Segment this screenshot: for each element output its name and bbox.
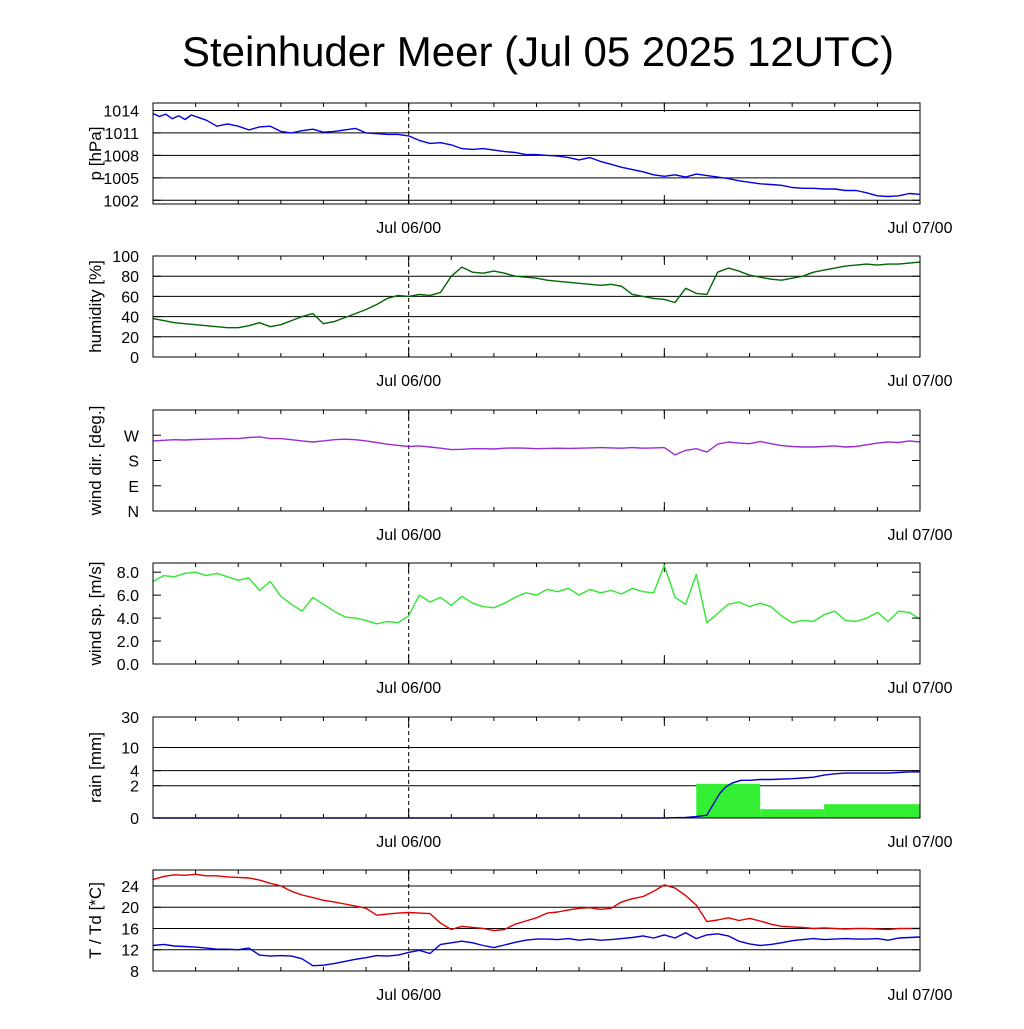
- y-tick-label: 0.0: [117, 657, 139, 674]
- y-tick-label: 20: [121, 900, 139, 917]
- series-line-p: [152, 112, 921, 198]
- x-tick-label: Jul 06/00: [376, 987, 441, 1004]
- series-line-wind-sp-: [152, 564, 921, 625]
- y-tick-label: 6.0: [117, 588, 139, 605]
- y-tick-label: 8.0: [117, 565, 139, 582]
- panel-frame: [152, 409, 921, 512]
- y-tick-label: 80: [121, 269, 139, 286]
- y-tick-label: 24: [121, 879, 139, 896]
- chart-title: Steinhuder Meer (Jul 05 2025 12UTC): [182, 28, 894, 75]
- x-tick-label: Jul 07/00: [888, 987, 953, 1004]
- x-tick-label: Jul 07/00: [888, 373, 953, 390]
- y-tick-label: 1008: [103, 148, 139, 165]
- y-tick-label: 1002: [103, 193, 139, 210]
- y-tick-label: 20: [121, 330, 139, 347]
- y-axis-label: wind sp. [m/s]: [86, 562, 105, 667]
- panel-temperature: 8 12 16 20 24 Jul 06/00 Jul 07/00 T / Td [*C]: [86, 869, 953, 1004]
- panel-humidity: 0 20 40 60 80 100 Jul 06/00 Jul 07/00 humidity […: [86, 249, 953, 390]
- panel-wind-speed: 0.0 2.0 4.0 6.0 8.0 Jul 06/00 Jul 07/00 wind sp…: [86, 562, 953, 697]
- y-tick-label: 4: [130, 764, 139, 781]
- y-tick-label: S: [128, 454, 139, 471]
- x-tick-label: Jul 07/00: [888, 834, 953, 851]
- y-tick-label: 100: [112, 249, 139, 266]
- y-tick-label: 12: [121, 943, 139, 960]
- x-tick-label: Jul 06/00: [376, 527, 441, 544]
- y-tick-label: 40: [121, 310, 139, 327]
- x-tick-label: Jul 07/00: [888, 527, 953, 544]
- rain-bar: [696, 783, 761, 818]
- x-tick-label: Jul 06/00: [376, 834, 441, 851]
- y-tick-label: 10: [121, 740, 139, 757]
- y-tick-label: 2.0: [117, 634, 139, 651]
- series-line-wind-dir-: [152, 436, 921, 456]
- y-tick-label: 1005: [103, 171, 139, 188]
- panel-frame: [152, 255, 921, 358]
- y-tick-label: 0: [130, 350, 139, 367]
- y-tick-label: N: [127, 504, 139, 521]
- y-tick-label: 16: [121, 921, 139, 938]
- x-tick-label: Jul 06/00: [376, 373, 441, 390]
- y-tick-label: 4.0: [117, 611, 139, 628]
- panel-frame: [152, 102, 921, 205]
- series-line-humidity: [152, 261, 921, 329]
- y-tick-label: E: [128, 479, 139, 496]
- y-tick-label: 30: [121, 710, 139, 727]
- panel-pressure: 1002 1005 1008 1011 1014 Jul 06/00 Jul 07/00 p …: [86, 102, 953, 237]
- y-tick-label: 60: [121, 289, 139, 306]
- x-tick-label: Jul 06/00: [376, 220, 441, 237]
- y-tick-label: 1011: [105, 126, 140, 143]
- y-axis-label: humidity [%]: [86, 260, 105, 353]
- panel-frame: [152, 562, 921, 665]
- series-line-rain-accumulated: [153, 771, 920, 819]
- y-axis-label: p [hPa]: [86, 127, 105, 181]
- x-tick-label: Jul 07/00: [888, 220, 953, 237]
- y-tick-label: 1014: [103, 103, 139, 120]
- y-axis-label: T / Td [*C]: [86, 882, 105, 959]
- x-tick-label: Jul 06/00: [376, 680, 441, 697]
- panel-frame: [152, 869, 921, 972]
- x-tick-label: Jul 07/00: [888, 680, 953, 697]
- y-tick-label: 2: [130, 779, 139, 796]
- panel-frame: [152, 716, 921, 819]
- rain-bar: [760, 809, 825, 818]
- y-tick-label: 8: [130, 964, 139, 981]
- y-axis-label: wind dir. [deg.]: [86, 406, 105, 517]
- y-tick-label: W: [124, 428, 140, 445]
- series-line-td: [152, 932, 921, 967]
- y-axis-label: rain [mm]: [86, 732, 105, 803]
- panel-rain: 0 24 10 30 Jul 06/00 Jul 07/00 rain [mm]: [86, 710, 953, 851]
- series-line-t: [152, 873, 920, 932]
- rain-bar: [824, 804, 920, 818]
- y-tick-label: 0: [130, 811, 139, 828]
